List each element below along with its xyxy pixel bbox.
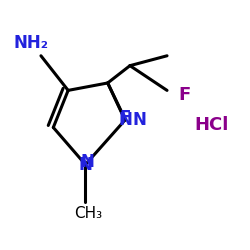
Text: CH₃: CH₃ [74, 206, 102, 222]
Text: HCl: HCl [194, 116, 229, 134]
Text: F: F [119, 108, 131, 126]
Text: N: N [133, 111, 147, 129]
Text: F: F [178, 86, 190, 104]
Text: N: N [78, 156, 92, 174]
Text: N: N [118, 111, 132, 129]
Text: N: N [81, 153, 95, 171]
Text: NH₂: NH₂ [14, 34, 48, 52]
